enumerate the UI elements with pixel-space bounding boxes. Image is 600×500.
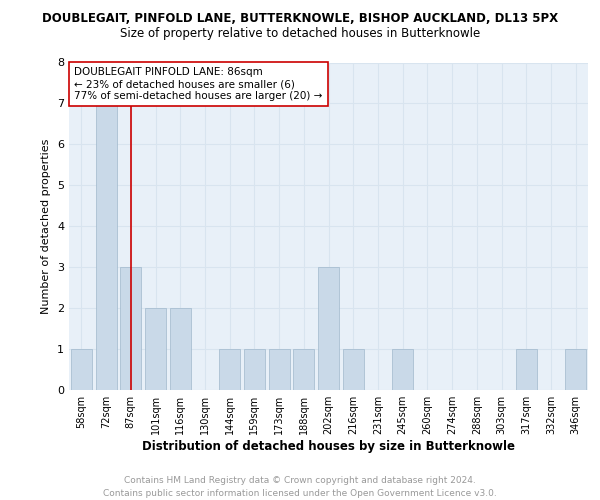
Bar [170, 308, 191, 390]
Bar [293, 349, 314, 390]
Bar [120, 267, 141, 390]
Bar [343, 349, 364, 390]
Bar [71, 349, 92, 390]
Bar [95, 104, 116, 390]
Bar [516, 349, 537, 390]
Text: Contains HM Land Registry data © Crown copyright and database right 2024.
Contai: Contains HM Land Registry data © Crown c… [103, 476, 497, 498]
Bar [565, 349, 586, 390]
Y-axis label: Number of detached properties: Number of detached properties [41, 138, 52, 314]
Bar [244, 349, 265, 390]
Text: DOUBLEGAIT PINFOLD LANE: 86sqm
← 23% of detached houses are smaller (6)
77% of s: DOUBLEGAIT PINFOLD LANE: 86sqm ← 23% of … [74, 68, 323, 100]
Bar [318, 267, 339, 390]
Text: DOUBLEGAIT, PINFOLD LANE, BUTTERKNOWLE, BISHOP AUCKLAND, DL13 5PX: DOUBLEGAIT, PINFOLD LANE, BUTTERKNOWLE, … [42, 12, 558, 26]
Bar [392, 349, 413, 390]
X-axis label: Distribution of detached houses by size in Butterknowle: Distribution of detached houses by size … [142, 440, 515, 453]
Bar [145, 308, 166, 390]
Bar [269, 349, 290, 390]
Bar [219, 349, 240, 390]
Text: Size of property relative to detached houses in Butterknowle: Size of property relative to detached ho… [120, 28, 480, 40]
